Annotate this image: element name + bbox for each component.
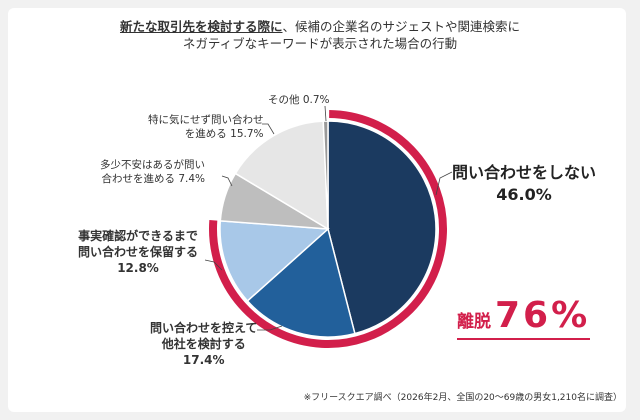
- label-text: 他社を検討する: [161, 337, 246, 351]
- dropout-percent: 76%: [495, 295, 591, 336]
- dropout-callout: 離脱 76%: [457, 298, 591, 340]
- title-rest: 、候補の企業名のサジェストや関連検索に: [282, 19, 521, 34]
- label-value: 12.8%: [117, 261, 159, 275]
- dropout-word: 離脱: [457, 312, 491, 332]
- label-other: その他 0.7%: [268, 93, 330, 107]
- leader-line-4: [262, 123, 275, 135]
- label-no-inquiry: 問い合わせをしない 46.0%: [452, 162, 596, 206]
- label-text: 問い合わせを控えて: [150, 321, 258, 335]
- pie-slice-5: [322, 120, 329, 230]
- label-value: 17.4%: [182, 353, 225, 367]
- label-text: 特に気にせず問い合わせ: [148, 114, 264, 126]
- label-text: 多少不安はあるが問い: [100, 159, 205, 171]
- label-other-company: 問い合わせを控えて 他社を検討する 17.4%: [150, 320, 257, 368]
- label-proceed: 特に気にせず問い合わせ を進める 15.7%: [148, 113, 264, 141]
- leader-line-3: [221, 175, 233, 187]
- dropout-highlight-ring: [209, 110, 447, 348]
- label-value: 46.0%: [496, 185, 552, 204]
- label-proceed-anxious: 多少不安はあるが問い 合わせを進める 7.4%: [100, 158, 205, 186]
- footnote: ※フリースクエア調べ（2026年2月、全国の20～69歳の男女1,210名に調査…: [303, 393, 622, 403]
- pie-slice-2: [219, 220, 330, 302]
- label-text: 問い合わせを保留する: [78, 245, 199, 259]
- leader-line-1: [257, 325, 283, 331]
- leader-line-2: [204, 259, 223, 271]
- title-emphasis: 新たな取引先を検討する際に: [119, 19, 283, 34]
- label-text: 事実確認ができるまで: [78, 229, 198, 243]
- label-text: 問い合わせをしない: [452, 163, 597, 182]
- label-text: その他 0.7%: [268, 94, 330, 106]
- label-text: 合わせを進める 7.4%: [101, 173, 205, 185]
- title-line2: ネガティブなキーワードが表示された場合の行動: [182, 36, 458, 51]
- chart-title: 新たな取引先を検討する際に、候補の企業名のサジェストや関連検索に ネガティブなキ…: [0, 18, 640, 52]
- label-hold: 事実確認ができるまで 問い合わせを保留する 12.8%: [78, 228, 198, 276]
- pie-slice-1: [246, 227, 356, 338]
- pie-slice-0: [327, 120, 437, 335]
- label-text: を進める 15.7%: [184, 128, 264, 140]
- pie-slice-4: [234, 120, 329, 231]
- leader-line-0: [435, 171, 453, 196]
- leader-line-5: [324, 105, 327, 122]
